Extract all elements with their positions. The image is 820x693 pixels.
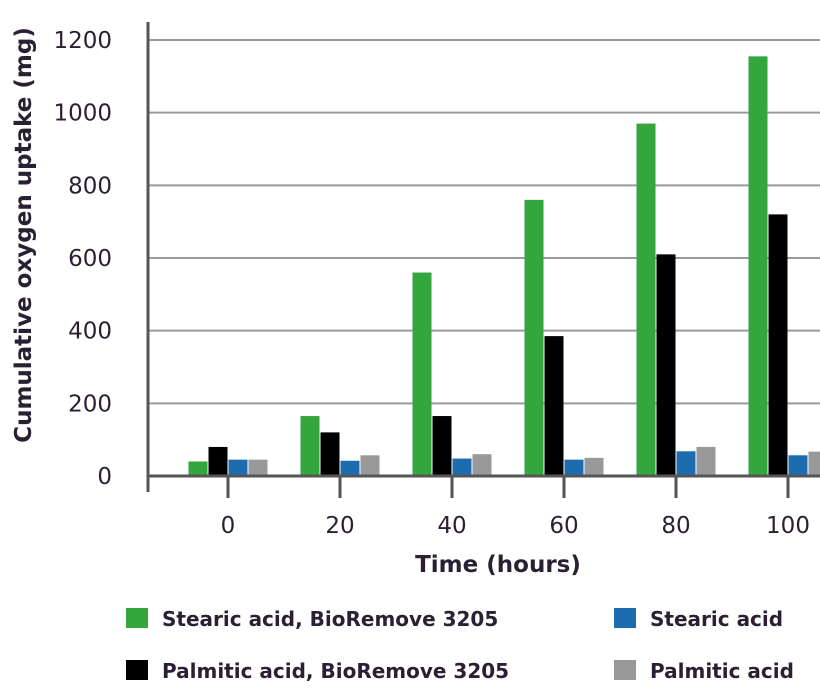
- bar: [584, 457, 604, 476]
- y-ticks: 0 200 400 600 800 1000 1200: [53, 28, 112, 490]
- bars: [188, 56, 820, 477]
- bar: [188, 461, 208, 476]
- bar: [472, 454, 492, 476]
- bar: [768, 214, 788, 476]
- bar: [208, 446, 228, 476]
- bar: [636, 123, 656, 477]
- x-axis-title: Time (hours): [415, 552, 581, 578]
- y-axis-title: Cumulative oxygen uptake (mg): [11, 27, 37, 443]
- x-tick-label: 80: [661, 513, 690, 539]
- legend-swatch: [126, 660, 148, 680]
- legend-swatch: [614, 608, 636, 628]
- bar: [320, 432, 340, 476]
- x-tick-label: 100: [766, 513, 810, 539]
- y-tick-label: 400: [68, 319, 112, 345]
- legend-swatch: [614, 660, 636, 680]
- legend-label: Palmitic acid, BioRemove 3205: [162, 659, 509, 683]
- bar: [748, 56, 768, 476]
- gridlines: [148, 39, 820, 405]
- x-tick-label: 0: [221, 513, 236, 539]
- bar: [340, 460, 360, 476]
- legend: Stearic acid, BioRemove 3205 Palmitic aci…: [126, 607, 794, 683]
- bar: [412, 272, 432, 476]
- x-tick-label: 20: [325, 513, 354, 539]
- legend-label: Stearic acid: [650, 607, 783, 631]
- bar: [432, 416, 452, 476]
- bar: [524, 199, 544, 476]
- bar: [564, 459, 584, 476]
- y-tick-label: 600: [68, 246, 112, 272]
- x-ticks: 0 20 40 60 80 100: [146, 476, 810, 539]
- y-tick-label: 1200: [53, 28, 112, 54]
- bar: [248, 459, 268, 476]
- bar: [696, 446, 716, 476]
- bar: [676, 451, 696, 476]
- bar: [228, 459, 248, 476]
- y-tick-label: 200: [68, 391, 112, 417]
- bar: [808, 451, 820, 476]
- legend-label: Palmitic acid: [650, 659, 794, 683]
- x-tick-label: 60: [549, 513, 578, 539]
- y-tick-label: 0: [97, 464, 112, 490]
- bar: [788, 455, 808, 476]
- bar: [544, 336, 564, 476]
- bar: [452, 458, 472, 476]
- legend-label: Stearic acid, BioRemove 3205: [162, 607, 498, 631]
- bar: [360, 455, 380, 476]
- bar: [300, 416, 320, 476]
- bar: [656, 254, 676, 476]
- y-tick-label: 800: [68, 173, 112, 199]
- y-tick-label: 1000: [53, 101, 112, 127]
- x-tick-label: 40: [437, 513, 466, 539]
- legend-swatch: [126, 608, 148, 628]
- axes: [146, 22, 820, 492]
